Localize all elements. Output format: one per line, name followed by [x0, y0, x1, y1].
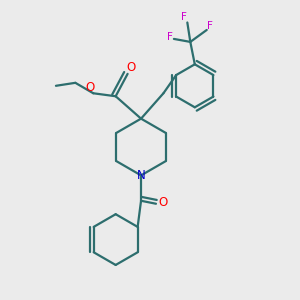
Text: F: F — [182, 12, 187, 22]
Text: O: O — [126, 61, 135, 74]
Text: O: O — [158, 196, 167, 209]
Text: F: F — [207, 21, 213, 32]
Text: N: N — [137, 169, 146, 182]
Text: F: F — [167, 32, 173, 42]
Text: O: O — [85, 81, 94, 94]
